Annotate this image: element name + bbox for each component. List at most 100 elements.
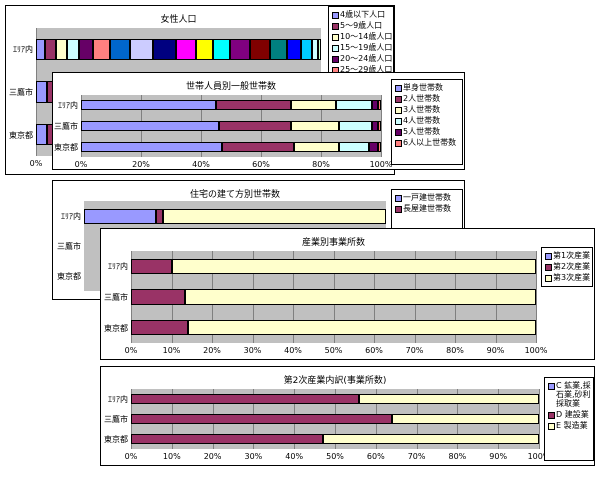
- bar-segment: [55, 38, 68, 60]
- x-tick-label: 20%: [203, 452, 222, 461]
- bar-segment: [291, 100, 336, 111]
- x-tick-label: 0%: [124, 452, 138, 461]
- bar-segment: [131, 414, 393, 424]
- plot-area: [81, 95, 382, 157]
- bar-segment: [81, 100, 216, 111]
- category-label: 東京都: [104, 323, 128, 333]
- bar-segment: [93, 38, 111, 60]
- bar-segment: [392, 414, 539, 424]
- legend-swatch: [395, 118, 402, 125]
- x-tick-label: 90%: [486, 346, 505, 355]
- bar-segment: [36, 124, 48, 146]
- x-tick-label: 40%: [192, 160, 210, 169]
- bar-segment: [318, 38, 321, 60]
- x-tick-label: 60%: [366, 452, 385, 461]
- x-tick-label: 60%: [252, 160, 270, 169]
- chart-window: 世帯人員別一般世帯数 0% 20% 40% 60% 80% 100% ｴﾘｱ内 三鷹市 東京都 単身…: [52, 72, 465, 170]
- legend-swatch: [548, 412, 555, 419]
- bar-segment: [219, 120, 291, 132]
- bar-segment: [84, 208, 157, 224]
- bar-segment: [212, 38, 230, 60]
- bar-segment: [286, 38, 302, 60]
- x-tick-label: 90%: [489, 452, 508, 461]
- category-label: ｴﾘｱ内: [13, 45, 33, 55]
- bar-segment: [130, 38, 153, 60]
- bar-segment: [301, 38, 313, 60]
- bar-segment: [249, 38, 270, 60]
- legend-swatch: [332, 34, 339, 41]
- legend-swatch: [395, 96, 402, 103]
- legend-label: 一戸建世帯数: [403, 193, 451, 202]
- chart-title: 住宅の建て方別世帯数: [189, 190, 280, 200]
- bar-segment: [378, 100, 381, 111]
- bar-segment: [229, 38, 250, 60]
- bar-segment: [372, 120, 378, 132]
- category-label: ｴﾘｱ内: [108, 395, 128, 404]
- x-tick-label: 60%: [365, 346, 383, 355]
- legend-label: 6人以上世帯数: [403, 138, 457, 147]
- bar-segment: [269, 38, 287, 60]
- bar-segment: [110, 38, 131, 60]
- bar-segment: [378, 120, 381, 132]
- legend-label: 3人世帯数: [403, 105, 441, 114]
- category-label: 三鷹市: [54, 122, 78, 131]
- x-tick-label: 30%: [244, 452, 263, 461]
- legend-label: 4歳以下人口: [340, 10, 386, 19]
- legend: C 鉱業,採石業,砂利採取業 D 建設業 E 製造業: [544, 377, 594, 461]
- legend-label: C 鉱業,採石業,砂利採取業: [556, 381, 591, 408]
- bar-segment: [44, 38, 56, 60]
- bar-segment: [359, 394, 539, 404]
- bar-segment: [171, 258, 536, 274]
- bar-segment: [339, 141, 369, 152]
- legend-label: E 製造業: [556, 421, 588, 430]
- legend-swatch: [332, 45, 339, 52]
- bar-segment: [36, 81, 48, 103]
- x-tick-label: 80%: [448, 452, 467, 461]
- bar-segment: [131, 320, 188, 336]
- x-tick-label: 70%: [407, 452, 426, 461]
- chart-title: 産業別事業所数: [301, 238, 365, 248]
- category-label: 三鷹市: [104, 293, 128, 302]
- legend-swatch: [332, 12, 339, 19]
- bar-segment: [369, 141, 378, 152]
- bar-segment: [162, 208, 386, 224]
- legend-label: 第1次産業: [553, 251, 591, 260]
- category-label: ｴﾘｱ内: [61, 212, 81, 221]
- legend-label: 5人世帯数: [403, 127, 441, 136]
- bar-segment: [36, 38, 45, 60]
- x-tick-label: 40%: [284, 346, 302, 355]
- legend-label: 5～9歳人口: [340, 21, 383, 30]
- category-label: 三鷹市: [104, 415, 128, 424]
- legend-label: 2人世帯数: [403, 94, 441, 103]
- category-label: 東京都: [57, 272, 81, 281]
- legend-label: D 建設業: [556, 410, 589, 419]
- legend: 一戸建世帯数 長屋建世帯数: [391, 189, 463, 235]
- bar-segment: [78, 38, 93, 60]
- bar-segment: [152, 38, 176, 60]
- legend-swatch: [545, 264, 552, 271]
- x-tick-label: 0%: [74, 160, 88, 169]
- legend-swatch: [395, 195, 402, 202]
- grid-line: [536, 251, 537, 343]
- bar-segment: [81, 141, 222, 152]
- bar-segment: [372, 100, 378, 111]
- category-label: 東京都: [104, 435, 128, 444]
- bar-segment: [195, 38, 213, 60]
- legend-label: 長屋建世帯数: [403, 204, 451, 213]
- bar-segment: [336, 100, 372, 111]
- chart-title: 第2次産業内訳(事業所数): [283, 376, 387, 386]
- legend-swatch: [548, 423, 555, 430]
- plot-area: [131, 251, 537, 343]
- chart-window: 第2次産業内訳(事業所数) 0% 10% 20% 30% 40% 50% 60% 70% 80% 9…: [100, 366, 595, 466]
- bar-segment: [156, 208, 163, 224]
- bar-segment: [291, 120, 339, 132]
- bar-segment: [216, 100, 291, 111]
- bar-segment: [131, 434, 323, 444]
- x-tick-label: 20%: [132, 160, 150, 169]
- bar-segment: [131, 394, 360, 404]
- legend-swatch: [332, 23, 339, 30]
- x-tick-label: 50%: [324, 346, 343, 355]
- bar-segment: [312, 38, 319, 60]
- bar-segment: [184, 289, 536, 305]
